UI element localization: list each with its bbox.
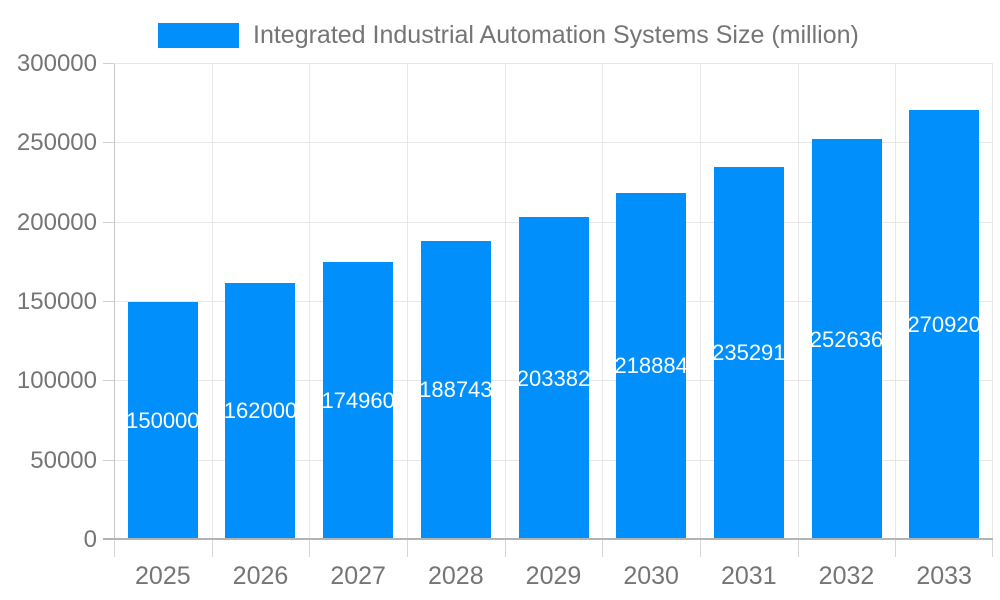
y-tick-mark: [103, 301, 114, 302]
x-tick-label: 2032: [818, 562, 875, 590]
x-axis-labels: 2025 2026 2027 2028 2029 2030 2031 2032 2033: [114, 560, 993, 592]
x-gridline: [309, 64, 311, 540]
x-tick-label: 2025: [135, 562, 191, 590]
bar[interactable]: 270920: [909, 110, 980, 540]
x-gridline: [602, 64, 604, 540]
x-tick-mark: [699, 540, 701, 557]
chart-legend[interactable]: Integrated Industrial Automation Systems…: [158, 21, 859, 50]
bar-value-label: 188743: [420, 377, 491, 403]
x-axis-line: [103, 538, 993, 540]
x-tick-mark: [114, 540, 115, 557]
bar-value-label: 203382: [518, 365, 589, 391]
x-tick-mark: [895, 540, 897, 557]
bar[interactable]: 252636: [811, 139, 882, 540]
x-tick-label: 2030: [623, 562, 679, 590]
x-tick-mark: [504, 540, 506, 557]
y-gridline: [114, 63, 993, 64]
bar-value-label: 252636: [811, 326, 882, 352]
x-tick-label: 2027: [330, 562, 386, 590]
y-axis-labels: 0 50000 100000 150000 200000 250000 300000: [0, 52, 100, 552]
x-gridline: [992, 64, 993, 540]
bar[interactable]: 203382: [518, 217, 589, 540]
x-tick-mark: [211, 540, 213, 557]
x-tick-mark: [992, 540, 993, 557]
bar-value-label: 235291: [713, 340, 784, 366]
y-tick-label: 50000: [30, 446, 97, 474]
x-tick-mark: [797, 540, 799, 557]
x-gridline: [797, 64, 799, 540]
y-tick-label: 100000: [16, 367, 97, 395]
x-tick-label: 2026: [232, 562, 289, 590]
bar[interactable]: 218884: [616, 192, 687, 540]
y-tick-mark: [103, 459, 114, 461]
legend-swatch: [158, 23, 239, 48]
bar-value-label: 174960: [323, 388, 394, 414]
x-tick-mark: [309, 540, 311, 557]
bar[interactable]: 188743: [420, 240, 491, 540]
x-gridline: [406, 64, 408, 540]
bar-value-label: 218884: [616, 353, 687, 379]
y-tick-label: 300000: [16, 50, 97, 77]
x-axis-ticks: [114, 540, 993, 557]
x-tick-label: 2031: [721, 562, 777, 590]
y-tick-mark: [103, 221, 114, 223]
x-tick-label: 2033: [916, 562, 972, 590]
bar[interactable]: 162000: [225, 282, 296, 540]
y-tick-label: 200000: [16, 208, 97, 236]
bar-value-label: 150000: [127, 408, 198, 433]
x-tick-label: 2028: [428, 562, 484, 590]
x-gridline: [211, 64, 213, 540]
bar[interactable]: 174960: [323, 262, 394, 540]
y-tick-label: 150000: [16, 288, 97, 315]
y-gridline: [114, 142, 993, 144]
legend-label: Integrated Industrial Automation Systems…: [253, 21, 859, 49]
x-tick-mark: [406, 540, 408, 557]
bar[interactable]: 235291: [713, 166, 784, 540]
y-axis-line: [114, 64, 115, 540]
bar-value-label: 162000: [225, 398, 296, 424]
bar[interactable]: 150000: [127, 302, 198, 540]
y-axis-ticks: [103, 63, 114, 540]
y-tick-label: 0: [83, 526, 97, 553]
x-gridline: [895, 64, 897, 540]
x-gridline: [504, 64, 506, 540]
x-gridline: [699, 64, 701, 540]
y-tick-mark: [103, 63, 114, 64]
y-tick-mark: [103, 380, 114, 382]
x-tick-label: 2029: [525, 562, 582, 590]
y-tick-mark: [103, 142, 114, 144]
y-tick-label: 250000: [16, 129, 97, 157]
plot-area: 150000 162000 174960 188743 203382 218884 2352…: [114, 63, 993, 540]
bar-value-label: 270920: [909, 312, 980, 338]
x-tick-mark: [602, 540, 604, 557]
